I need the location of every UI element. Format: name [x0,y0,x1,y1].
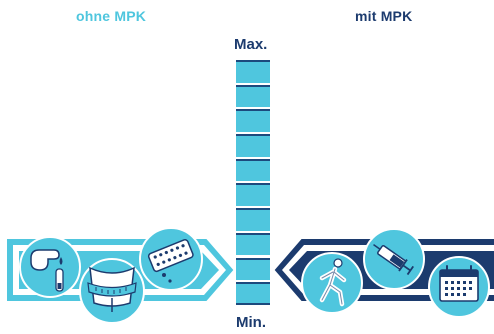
scale-segment [236,257,270,280]
scale-segment [236,183,270,206]
scale-max-label: Max. [234,36,268,53]
calendar-icon [428,256,490,318]
scale-segment [236,60,270,83]
pill-blister-icon [139,227,203,291]
scale-segment [236,134,270,157]
label-mit-mpk: mit MPK [355,8,413,24]
scale-segment [236,282,270,305]
scale-bar [236,60,270,305]
waist-measuring-tape-icon [79,258,145,324]
scale-segment [236,208,270,231]
scale-min-label: Min. [236,314,266,331]
scale-segment [236,232,270,256]
syringe-icon [363,228,425,290]
finger-blood-drop-icon [19,236,81,298]
scale-segment [236,158,270,182]
label-ohne-mpk: ohne MPK [76,8,147,24]
runner-icon [301,252,363,314]
scale-segment [236,109,270,132]
scale-segment [236,84,270,108]
